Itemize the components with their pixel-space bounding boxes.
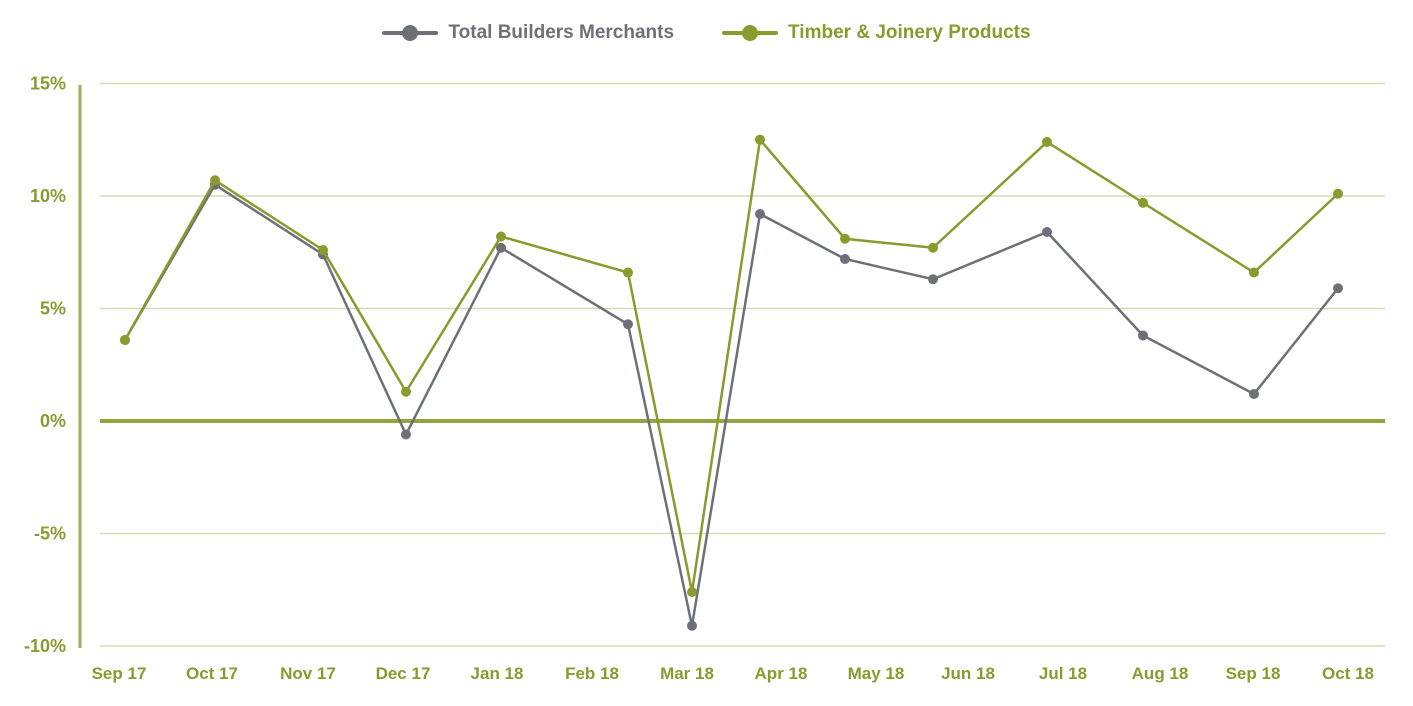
data-point (687, 587, 697, 597)
data-point (496, 231, 506, 242)
x-tick-label: Jul 18 (1039, 664, 1087, 683)
data-point (120, 335, 130, 345)
legend-swatch-grey (382, 25, 439, 41)
x-tick-label: Nov 17 (280, 664, 336, 683)
x-tick-label: Oct 18 (1322, 664, 1374, 683)
data-point (623, 319, 633, 330)
data-point (928, 274, 938, 285)
legend-item-total-builders-merchants: Total Builders Merchants (382, 22, 674, 44)
y-tick-label: 10% (30, 186, 66, 206)
x-tick-label: Jun 18 (941, 664, 995, 683)
x-tick-label: Aug 18 (1132, 664, 1189, 683)
data-point (496, 242, 506, 253)
y-tick-label: 5% (40, 299, 66, 319)
data-point (1042, 137, 1052, 147)
legend: Total Builders Merchants Timber & Joiner… (0, 22, 1413, 44)
data-point (1138, 330, 1148, 341)
x-tick-label: May 18 (848, 664, 905, 683)
y-tick-label: 0% (40, 411, 66, 431)
y-tick-label: -5% (34, 524, 66, 544)
x-tick-label: Oct 17 (186, 664, 238, 683)
legend-swatch-green (722, 25, 779, 41)
data-point (401, 386, 411, 397)
data-point (755, 209, 765, 219)
series-line-1 (123, 136, 1339, 593)
legend-item-timber-joinery: Timber & Joinery Products (722, 22, 1031, 44)
data-point (210, 175, 220, 186)
data-point (1249, 389, 1259, 399)
data-point (1333, 283, 1343, 294)
legend-label: Timber & Joinery Products (788, 22, 1031, 43)
legend-label: Total Builders Merchants (448, 22, 675, 43)
data-point (928, 242, 938, 253)
data-point (1042, 227, 1052, 237)
data-point (623, 267, 633, 278)
x-tick-label: Sep 17 (92, 664, 147, 683)
x-tick-label: Dec 17 (376, 664, 431, 683)
data-point (687, 620, 697, 631)
data-point (840, 233, 850, 244)
series-line-0 (123, 182, 1339, 627)
x-tick-label: Jan 18 (471, 664, 524, 683)
x-tick-label: Sep 18 (1226, 664, 1281, 683)
x-tick-label: Feb 18 (565, 664, 619, 683)
data-point (840, 254, 850, 264)
data-point (1333, 188, 1343, 199)
y-tick-label: -10% (24, 636, 66, 656)
y-tick-label: 15% (30, 74, 66, 94)
data-point (401, 429, 411, 440)
x-tick-label: Mar 18 (660, 664, 714, 683)
data-point (318, 245, 328, 255)
data-point (755, 134, 765, 145)
x-tick-label: Apr 18 (755, 664, 808, 683)
data-point (1138, 197, 1148, 208)
data-point (1249, 267, 1259, 278)
